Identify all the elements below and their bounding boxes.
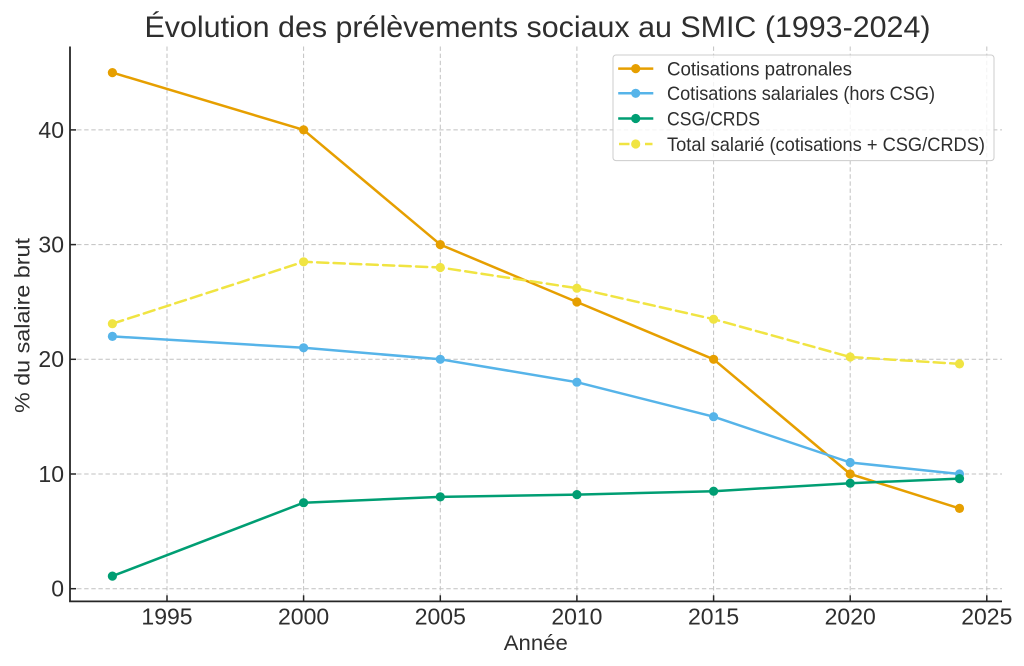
svg-text:% du salaire brut: % du salaire brut [12,238,35,413]
svg-text:2010: 2010 [551,603,602,629]
svg-text:0: 0 [51,576,64,602]
svg-text:CSG/CRDS: CSG/CRDS [667,108,760,130]
svg-text:2020: 2020 [825,603,876,629]
svg-text:30: 30 [38,232,64,258]
svg-text:1995: 1995 [141,603,192,629]
svg-text:2005: 2005 [415,603,466,629]
svg-text:Évolution des prélèvements soc: Évolution des prélèvements sociaux au SM… [145,11,931,44]
svg-text:2025: 2025 [961,603,1012,629]
svg-text:Cotisations patronales: Cotisations patronales [667,58,852,80]
svg-text:Année: Année [504,632,568,655]
svg-text:Cotisations salariales (hors C: Cotisations salariales (hors CSG) [667,83,935,105]
svg-text:20: 20 [38,346,64,372]
svg-text:2000: 2000 [278,603,329,629]
svg-text:2015: 2015 [688,603,739,629]
svg-text:40: 40 [38,117,64,143]
svg-text:Total salarié (cotisations + C: Total salarié (cotisations + CSG/CRDS) [667,134,985,156]
svg-text:10: 10 [38,461,64,487]
